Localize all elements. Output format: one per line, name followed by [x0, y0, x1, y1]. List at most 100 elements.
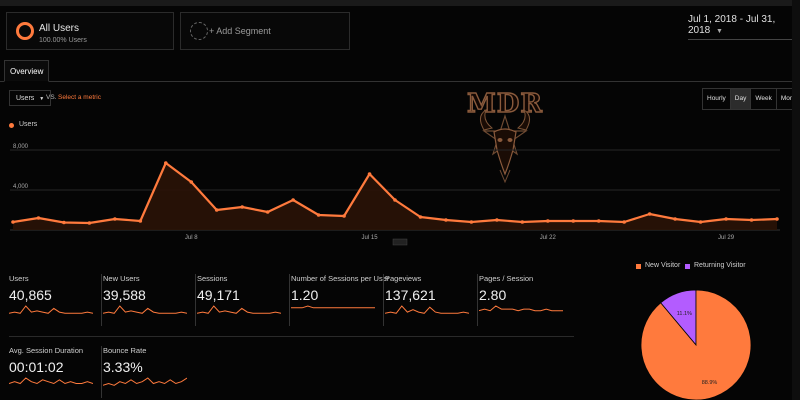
- tab-overview[interactable]: Overview: [4, 60, 50, 82]
- select-metric-link[interactable]: Select a metric: [58, 94, 101, 101]
- metric-value: 137,621: [385, 287, 436, 303]
- metric-label: Sessions: [197, 274, 228, 283]
- scrollbar-track[interactable]: [792, 0, 800, 400]
- metric-label: Number of Sessions per User: [291, 274, 390, 283]
- metric-label: Pageviews: [385, 274, 422, 283]
- sparkline-path: [291, 305, 375, 309]
- sparkline-path: [9, 305, 93, 314]
- date-range-picker[interactable]: Jul 1, 2018 - Jul 31, 2018 ▼: [688, 14, 800, 40]
- users-line-chart: 8,000 4,000 Jul 8 Jul 15 Jul 22 Jul 29: [10, 144, 780, 246]
- metric-value: 40,865: [9, 287, 52, 303]
- users-point: [571, 219, 576, 223]
- metric-label: Bounce Rate: [103, 346, 147, 355]
- users-point: [698, 220, 703, 224]
- users-point: [418, 215, 423, 219]
- users-point: [469, 220, 474, 224]
- y-tick-label: 8,000: [13, 144, 29, 150]
- x-tick-label: Jul 29: [718, 235, 735, 241]
- x-tick-label: Jul 15: [362, 235, 379, 241]
- add-segment-button[interactable]: + Add Segment: [180, 12, 350, 50]
- users-point: [62, 220, 66, 225]
- users-point: [647, 212, 652, 216]
- period-hourly-button[interactable]: Hourly: [703, 89, 731, 109]
- metric-divider: [195, 274, 196, 326]
- period-toggle: Hourly Day Week Month: [702, 88, 800, 110]
- metric-divider: [101, 346, 102, 398]
- metric-label: Pages / Session: [479, 274, 534, 283]
- add-segment-label: + Add Segment: [209, 26, 271, 36]
- users-point: [164, 161, 168, 165]
- metric-sparkline: [9, 305, 93, 314]
- chevron-down-icon: ▼: [716, 28, 723, 35]
- metric-select[interactable]: Users ▼: [9, 90, 52, 106]
- metric-card[interactable]: New Users 39,588: [103, 274, 196, 326]
- metric-sparkline: [103, 305, 187, 314]
- metric-card[interactable]: Sessions 49,171: [197, 274, 290, 326]
- metric-sparkline: [385, 305, 469, 314]
- metric-card[interactable]: Number of Sessions per User 1.20: [291, 274, 390, 326]
- period-month-button[interactable]: Month: [780, 95, 799, 102]
- sparkline-path: [197, 305, 281, 314]
- mdr-logo: MDR: [462, 86, 548, 190]
- users-point: [291, 198, 295, 202]
- metric-sparkline: [197, 305, 281, 314]
- period-week-button[interactable]: Week: [751, 89, 777, 109]
- users-point: [265, 210, 270, 214]
- users-point: [240, 205, 244, 209]
- metric-divider: [477, 274, 478, 326]
- segment-title: All Users: [39, 23, 80, 34]
- users-point: [393, 198, 397, 202]
- y-tick-label: 4,000: [13, 184, 29, 190]
- users-point: [316, 213, 321, 217]
- svg-text:MDR: MDR: [467, 89, 543, 119]
- users-point: [622, 220, 626, 224]
- metric-select-label: Users: [16, 95, 35, 102]
- metric-value: 2.80: [479, 287, 507, 303]
- chevron-down-icon: ▼: [39, 96, 45, 102]
- metric-divider: [383, 274, 384, 326]
- metric-card[interactable]: Users 40,865: [9, 274, 102, 326]
- sparkline-path: [479, 305, 563, 312]
- users-point: [11, 220, 15, 224]
- users-point: [367, 172, 372, 176]
- metric-value: 00:01:02: [9, 359, 64, 375]
- segment-ring-icon: [16, 22, 34, 40]
- users-point: [546, 219, 550, 223]
- x-tick-label: Jul 8: [185, 235, 198, 241]
- metric-sparkline: [103, 377, 187, 386]
- users-point: [673, 217, 677, 221]
- metric-sparkline: [9, 377, 93, 385]
- metric-card[interactable]: Bounce Rate 3.33%: [103, 346, 191, 398]
- tab-divider: [0, 81, 800, 82]
- new-visitor-legend: New Visitor: [645, 262, 681, 269]
- users-point: [444, 218, 448, 222]
- pie-slice-new-visitor: [640, 289, 752, 400]
- metric-label: Avg. Session Duration: [9, 346, 84, 355]
- users-point: [495, 218, 499, 222]
- sparkline-path: [385, 305, 469, 314]
- pie-data-label: 88.9%: [702, 380, 718, 386]
- users-point: [749, 218, 754, 222]
- metric-card[interactable]: Pageviews 137,621: [385, 274, 478, 326]
- users-point: [189, 180, 194, 184]
- chart-scroll-handle: [392, 238, 408, 246]
- users-point: [724, 217, 728, 221]
- metric-value: 1.20: [291, 287, 319, 303]
- segment-all-users[interactable]: All Users 100.00% Users: [6, 12, 174, 50]
- users-area: [13, 163, 777, 230]
- returning-visitor-legend: Returning Visitor: [694, 262, 746, 269]
- goat-skull-logo-icon: MDR: [466, 88, 543, 184]
- metric-card[interactable]: Pages / Session 2.80: [479, 274, 567, 326]
- segment-subtitle: 100.00% Users: [39, 37, 87, 44]
- vs-label: VS.: [46, 94, 57, 101]
- metric-sparkline: [479, 305, 563, 312]
- users-point: [775, 217, 779, 221]
- x-tick-label: Jul 22: [540, 235, 557, 241]
- users-point: [520, 220, 525, 224]
- metric-row-divider: [9, 336, 574, 337]
- metric-label: Users: [9, 274, 29, 283]
- period-day-button[interactable]: Day: [730, 89, 752, 109]
- metric-divider: [289, 274, 290, 326]
- users-point: [214, 208, 219, 212]
- metric-card[interactable]: Avg. Session Duration 00:01:02: [9, 346, 102, 398]
